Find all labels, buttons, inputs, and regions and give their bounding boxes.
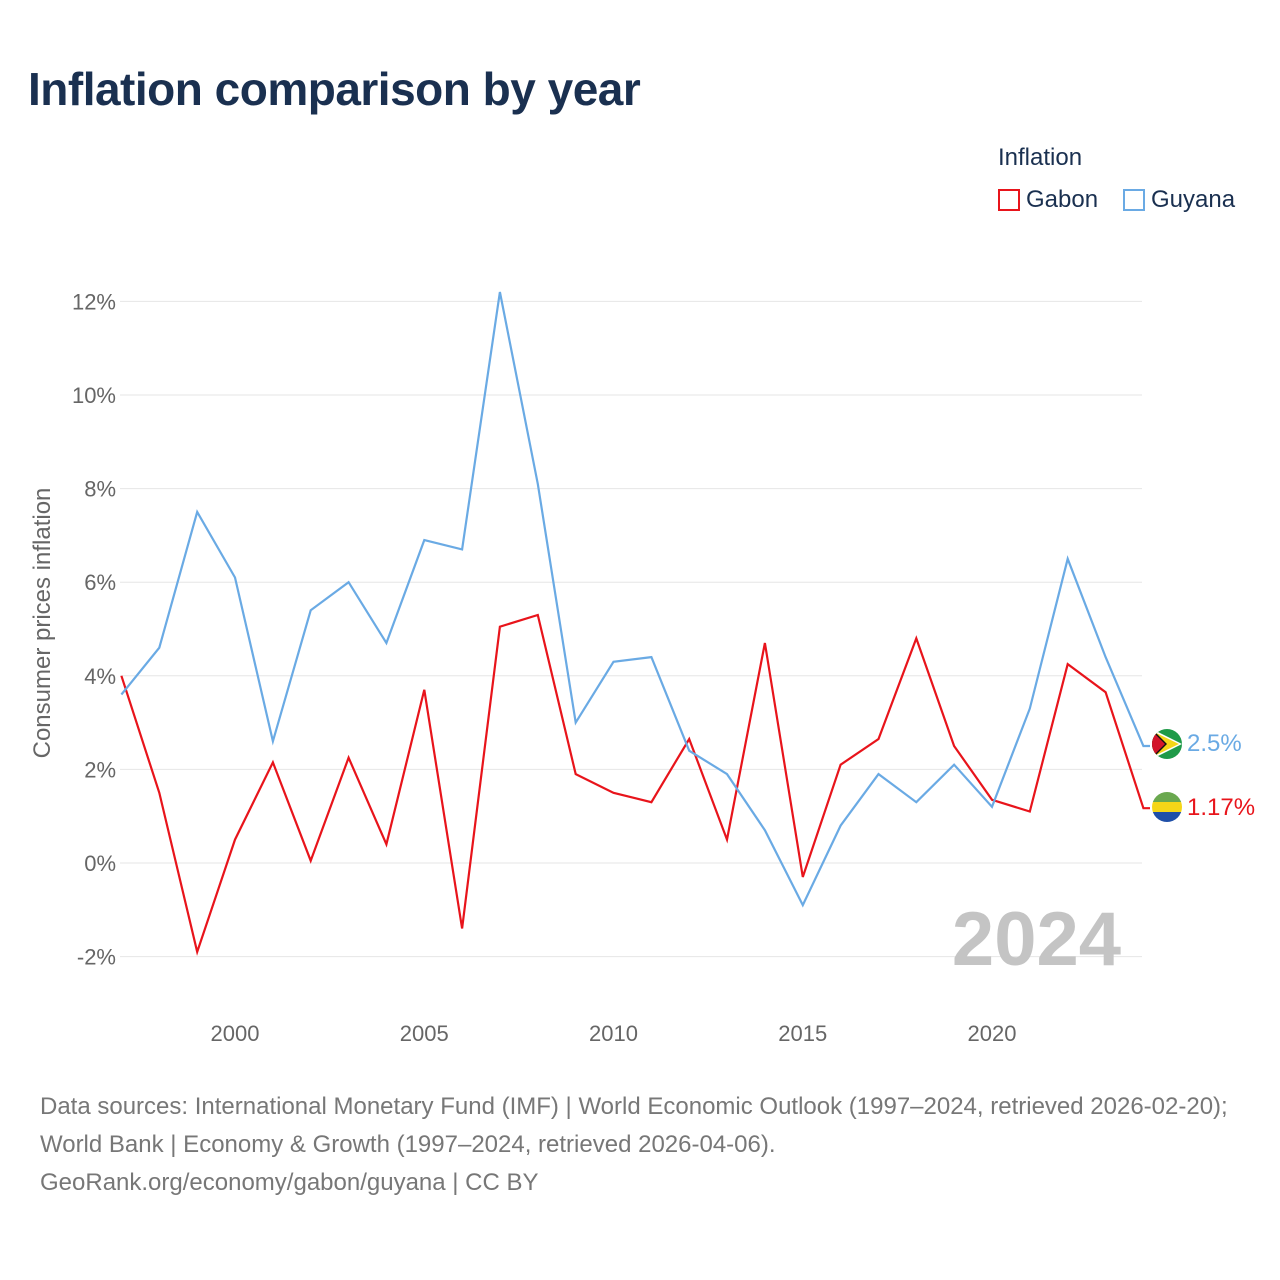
gabon-end-value-label: 1.17%	[1187, 794, 1255, 821]
x-tick-label: 2000	[211, 1021, 260, 1046]
y-axis-label: Consumer prices inflation	[29, 488, 56, 759]
series-line-gabon[interactable]	[120, 613, 1150, 956]
x-tick-label: 2010	[589, 1021, 638, 1046]
guyana-end-value-label: 2.5%	[1187, 730, 1242, 757]
legend-label-gabon: Gabon	[1026, 186, 1099, 213]
y-tick-label: 6%	[84, 570, 116, 595]
guyana-flag-icon	[1152, 729, 1182, 759]
y-axis-ticks: -2% 0% 2% 4% 6% 8% 10% 12%	[72, 289, 116, 969]
gabon-flag-icon	[1152, 792, 1182, 822]
credit-link[interactable]: GeoRank.org/economy/gabon/guyana | CC BY	[40, 1169, 539, 1196]
legend-label-guyana: Guyana	[1151, 186, 1236, 213]
line-chart: -2% 0% 2% 4% 6% 8% 10% 12% 2000 2005 2010 2015 2020…	[29, 289, 1255, 1046]
x-tick-label: 2015	[778, 1021, 827, 1046]
legend-item-gabon[interactable]: Gabon	[998, 186, 1098, 214]
x-tick-label: 2020	[968, 1021, 1017, 1046]
page-title: Inflation comparison by year	[28, 63, 641, 115]
y-tick-label: 8%	[84, 477, 116, 502]
y-tick-label: -2%	[77, 945, 116, 970]
x-tick-label: 2005	[400, 1021, 449, 1046]
legend-swatch-gabon	[998, 189, 1020, 211]
y-tick-label: 0%	[84, 851, 116, 876]
data-sources-text: Data sources: International Monetary Fun…	[40, 1093, 1228, 1158]
gridlines	[120, 300, 1142, 958]
y-tick-label: 4%	[84, 664, 116, 689]
series-lines	[120, 291, 1150, 956]
y-tick-label: 12%	[72, 289, 116, 314]
legend-item-guyana[interactable]: Guyana	[1123, 186, 1235, 214]
y-tick-label: 2%	[84, 757, 116, 782]
year-watermark: 2024	[952, 897, 1121, 982]
series-line-guyana[interactable]	[120, 291, 1150, 908]
chart-footer: Data sources: International Monetary Fun…	[40, 1088, 1250, 1202]
y-tick-label: 10%	[72, 383, 116, 408]
legend-title: Inflation	[998, 144, 1083, 171]
x-axis-ticks: 2000 2005 2010 2015 2020	[211, 1021, 1017, 1046]
legend-swatch-guyana	[1123, 189, 1145, 211]
